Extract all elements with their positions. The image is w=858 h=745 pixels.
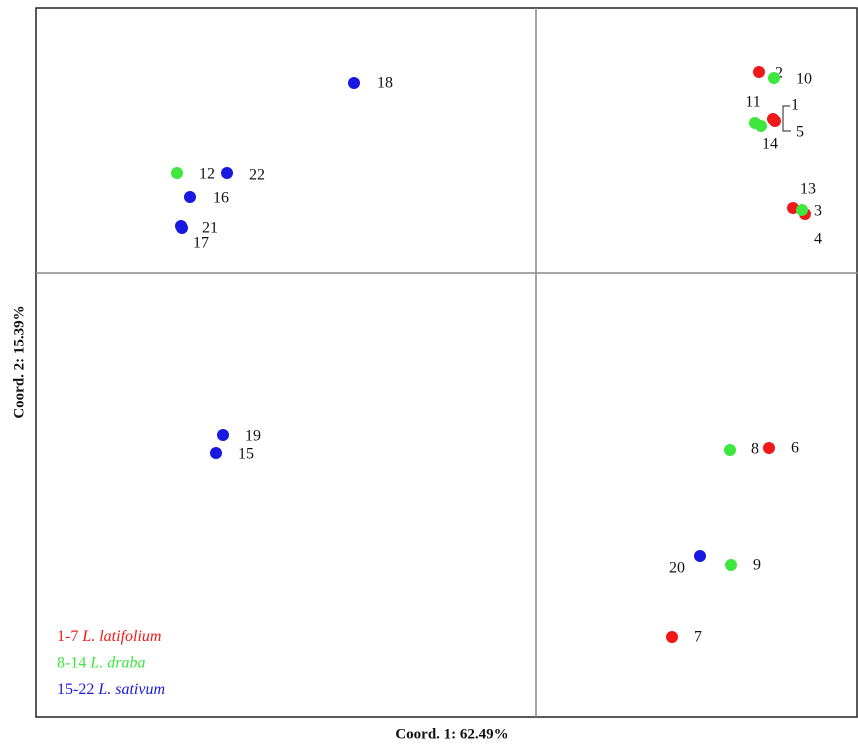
point-label: 3 [814, 203, 822, 220]
point-label: 20 [669, 560, 685, 577]
point [763, 442, 775, 454]
leader-bracket [782, 105, 791, 132]
legend-name: L. latifolium [81, 628, 161, 645]
point-label: 21 [202, 220, 218, 237]
point [768, 72, 780, 84]
point-label: 4 [814, 231, 822, 248]
point [725, 559, 737, 571]
point [348, 77, 360, 89]
legend-range: 8-14 [57, 654, 86, 671]
point [221, 167, 233, 179]
legend-name: L. sativum [97, 681, 165, 698]
point-label: 8 [751, 441, 759, 458]
point [666, 631, 678, 643]
point-label: 6 [791, 440, 799, 457]
point [769, 115, 781, 127]
point [755, 120, 767, 132]
point-label: 22 [249, 167, 265, 184]
y-axis-title: Coord. 2: 15.39% [11, 305, 27, 418]
point-label: 17 [193, 235, 209, 252]
point-label: 7 [694, 629, 702, 646]
legend-range: 15-22 [57, 681, 94, 698]
point-label: 11 [745, 94, 760, 111]
x-axis-title: Coord. 1: 62.49% [395, 726, 508, 742]
point-label: 9 [753, 557, 761, 574]
point-label: 12 [199, 166, 215, 183]
legend-entry: 8-14 L. draba [57, 654, 145, 671]
legend-name: L. draba [89, 654, 145, 671]
point [796, 204, 808, 216]
point [753, 66, 765, 78]
point [171, 167, 183, 179]
point [175, 220, 187, 232]
legend-entry: 15-22 L. sativum [57, 681, 165, 698]
point-label: 10 [796, 71, 812, 88]
point [210, 447, 222, 459]
legend-entry: 1-7 L. latifolium [57, 628, 161, 645]
point-label: 2 [775, 65, 783, 82]
point-label: 5 [796, 124, 804, 141]
point-label: 13 [800, 181, 816, 198]
point-label: 15 [238, 446, 254, 463]
point-label: 19 [245, 428, 261, 445]
point [694, 550, 706, 562]
legend-range: 1-7 [57, 628, 78, 645]
plot-frame [35, 7, 858, 718]
point-label: 1 [791, 97, 799, 114]
point-label: 14 [762, 136, 778, 153]
point [184, 191, 196, 203]
point [724, 444, 736, 456]
point-label: 16 [213, 190, 229, 207]
point-label: 18 [377, 75, 393, 92]
point [217, 429, 229, 441]
point [787, 202, 799, 214]
